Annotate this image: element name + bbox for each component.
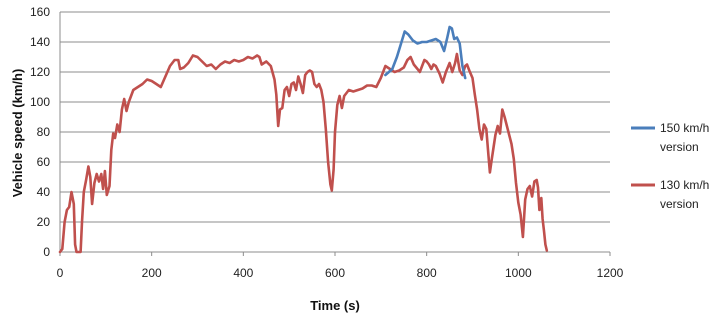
y-tick-label: 160	[30, 5, 50, 19]
y-tick-label: 0	[43, 245, 50, 259]
legend-label: 150 km/h version	[660, 121, 709, 154]
x-tick-label: 600	[325, 266, 345, 280]
y-tick-label: 140	[30, 35, 50, 49]
y-tick-label: 60	[37, 155, 51, 169]
x-tick-label: 1000	[505, 266, 532, 280]
x-tick-label: 0	[57, 266, 64, 280]
x-tick-label: 1200	[597, 266, 624, 280]
x-tick-labels: 0 200 400 600 800 1000 1200	[57, 252, 624, 280]
series-line-130kmh	[58, 52, 549, 254]
series-line-150kmh	[384, 25, 467, 80]
legend-item: 130 km/h version	[631, 178, 709, 211]
y-tick-label: 20	[37, 215, 51, 229]
legend-label: 130 km/h version	[660, 178, 709, 211]
series-lines	[58, 25, 549, 254]
x-tick-label: 400	[233, 266, 253, 280]
y-tick-label: 40	[37, 185, 51, 199]
legend: 150 km/h version 130 km/h version	[631, 121, 709, 211]
x-tick-label: 800	[417, 266, 437, 280]
x-axis-title: Time (s)	[310, 298, 360, 313]
x-tick-label: 200	[142, 266, 162, 280]
y-tick-labels: 0 20 40 60 80 100 120 140 160	[30, 5, 50, 259]
y-tick-label: 120	[30, 65, 50, 79]
legend-item: 150 km/h version	[631, 121, 709, 154]
y-tick-label: 100	[30, 95, 50, 109]
y-axis-title: Vehicle speed (km/h)	[10, 69, 25, 198]
y-tick-label: 80	[37, 125, 51, 139]
